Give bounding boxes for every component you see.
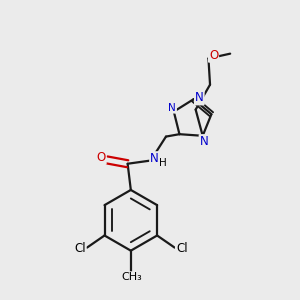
Text: Cl: Cl — [176, 242, 188, 255]
Text: N: N — [195, 92, 204, 104]
Text: Cl: Cl — [74, 242, 86, 255]
Text: N: N — [200, 135, 208, 148]
Text: N: N — [168, 103, 176, 113]
Text: O: O — [97, 151, 106, 164]
Text: H: H — [159, 158, 167, 168]
Text: N: N — [150, 152, 159, 165]
Text: O: O — [209, 49, 218, 62]
Text: CH₃: CH₃ — [121, 272, 142, 282]
